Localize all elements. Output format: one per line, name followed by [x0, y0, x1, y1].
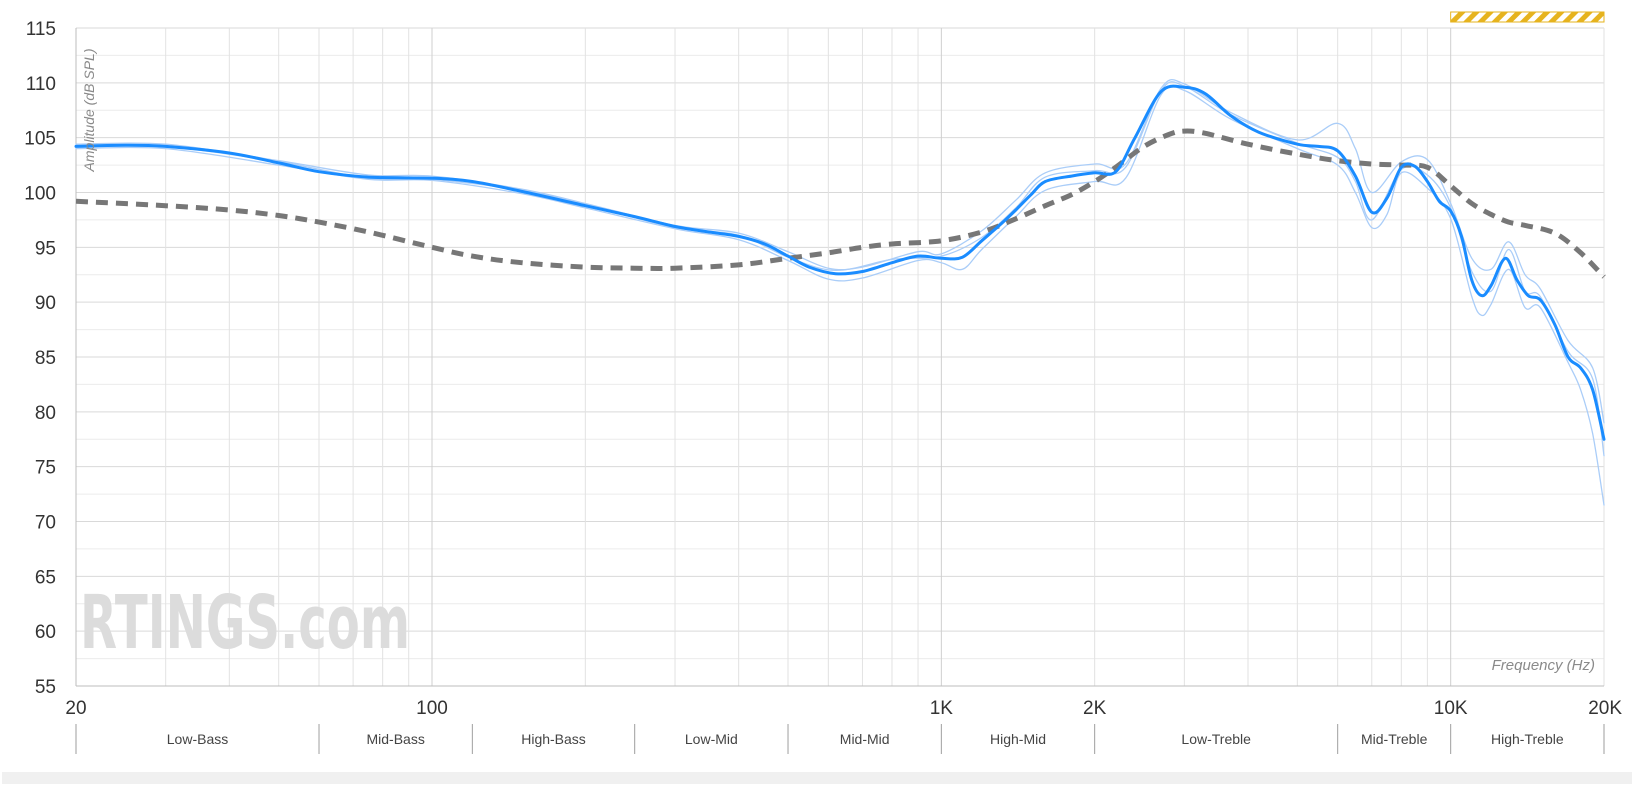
y-axis-label: Amplitude (dB SPL) [81, 49, 97, 173]
band-label: Low-Treble [1181, 731, 1251, 747]
band-label: High-Mid [990, 731, 1046, 747]
band-label: Mid-Treble [1361, 731, 1428, 747]
y-tick-label: 80 [35, 403, 56, 424]
band-label: High-Bass [521, 731, 586, 747]
measurement-series-line [75, 85, 1605, 506]
band-label: Low-Bass [167, 731, 228, 747]
x-tick-label: 20K [1588, 698, 1622, 719]
frequency-bands: Low-Bass Mid-Bass High-Bass Low-Mid Mid-Mid H… [75, 724, 1605, 754]
y-tick-label: 110 [26, 74, 56, 95]
x-tick-label: 2K [1083, 698, 1107, 719]
y-tick-label: 105 [24, 129, 56, 150]
series-group [74, 78, 1606, 506]
y-tick-label: 85 [35, 348, 56, 369]
y-tick-label: 60 [35, 622, 56, 643]
average-series-line [74, 84, 1606, 441]
chart-grid [75, 27, 1605, 687]
y-tick-label: 100 [24, 184, 56, 205]
band-label: High-Treble [1491, 731, 1564, 747]
x-tick-label: 1K [930, 698, 954, 719]
bottom-scroll-strip [2, 772, 1632, 784]
measurement-series-line [75, 78, 1605, 424]
band-label: Low-Mid [685, 731, 738, 747]
y-tick-labels: 55 60 65 70 75 80 85 90 95 100 105 110 115 [24, 19, 56, 698]
y-tick-label: 70 [35, 513, 56, 534]
rtings-watermark: RTINGS.com [80, 580, 410, 666]
y-tick-label: 65 [35, 567, 56, 588]
y-tick-label: 115 [26, 19, 56, 40]
band-label: Mid-Mid [840, 731, 890, 747]
y-tick-label: 75 [35, 458, 56, 479]
x-tick-label: 100 [416, 698, 448, 719]
x-tick-labels: 20 100 1K 2K 10K 20K [65, 698, 1622, 719]
y-tick-label: 90 [35, 293, 56, 314]
watermark-text: RTINGS.com [80, 580, 410, 666]
x-tick-label: 20 [65, 698, 86, 719]
x-tick-label: 10K [1434, 698, 1468, 719]
x-axis-label: Frequency (Hz) [1492, 657, 1595, 674]
band-label: Mid-Bass [366, 731, 424, 747]
target-series-line [75, 128, 1606, 279]
y-tick-label: 55 [35, 677, 56, 698]
y-tick-label: 95 [35, 238, 56, 259]
highlight-range-bar [1450, 11, 1605, 23]
